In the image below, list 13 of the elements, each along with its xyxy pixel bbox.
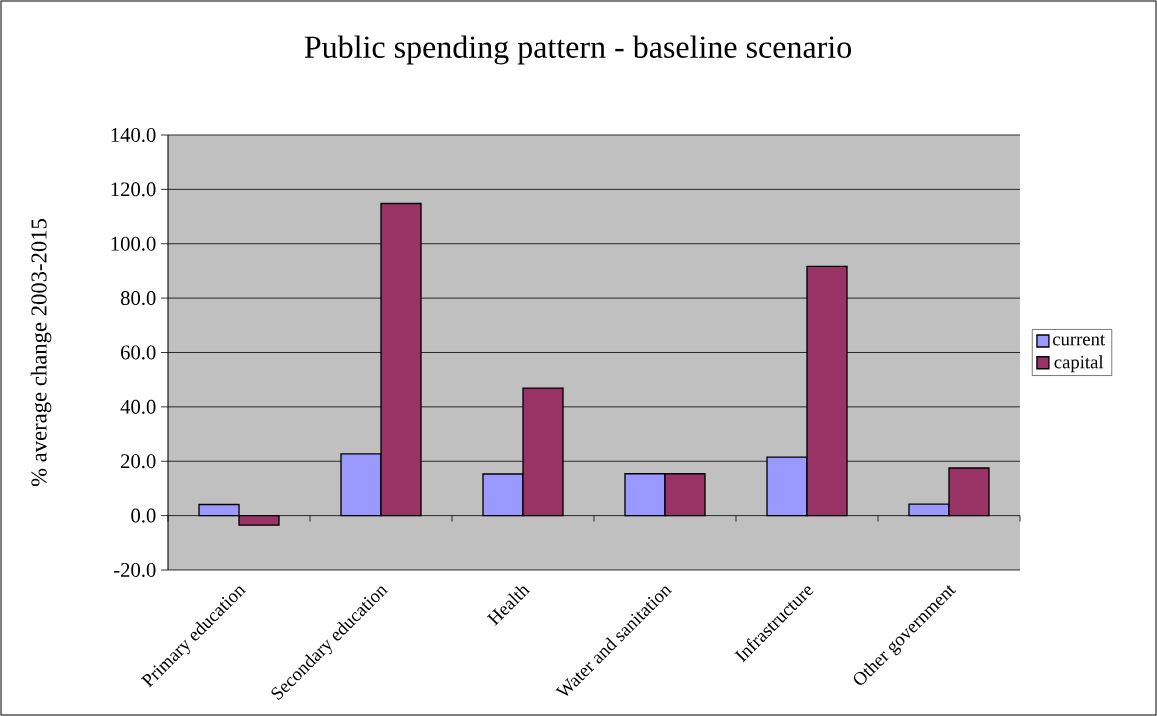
- legend-label: capital: [1054, 355, 1104, 373]
- y-tick-label: 20.0: [121, 454, 156, 469]
- y-tick-label: 120.0: [111, 182, 156, 197]
- y-tick-label: 40.0: [120, 399, 156, 414]
- legend-label: current: [1052, 334, 1106, 346]
- y-tick-label: 60.0: [121, 345, 156, 360]
- y-tick-label: 0.0: [131, 508, 156, 523]
- y-axis-title: % average change 2003-2015: [30, 219, 52, 487]
- y-tick-label: -20.0: [114, 562, 156, 578]
- y-tick-label: 100.0: [111, 236, 156, 251]
- y-tick-label: 80.0: [120, 291, 156, 306]
- y-tick-label: 140.0: [111, 127, 156, 143]
- chart-title: Public spending pattern - baseline scenario: [304, 35, 851, 65]
